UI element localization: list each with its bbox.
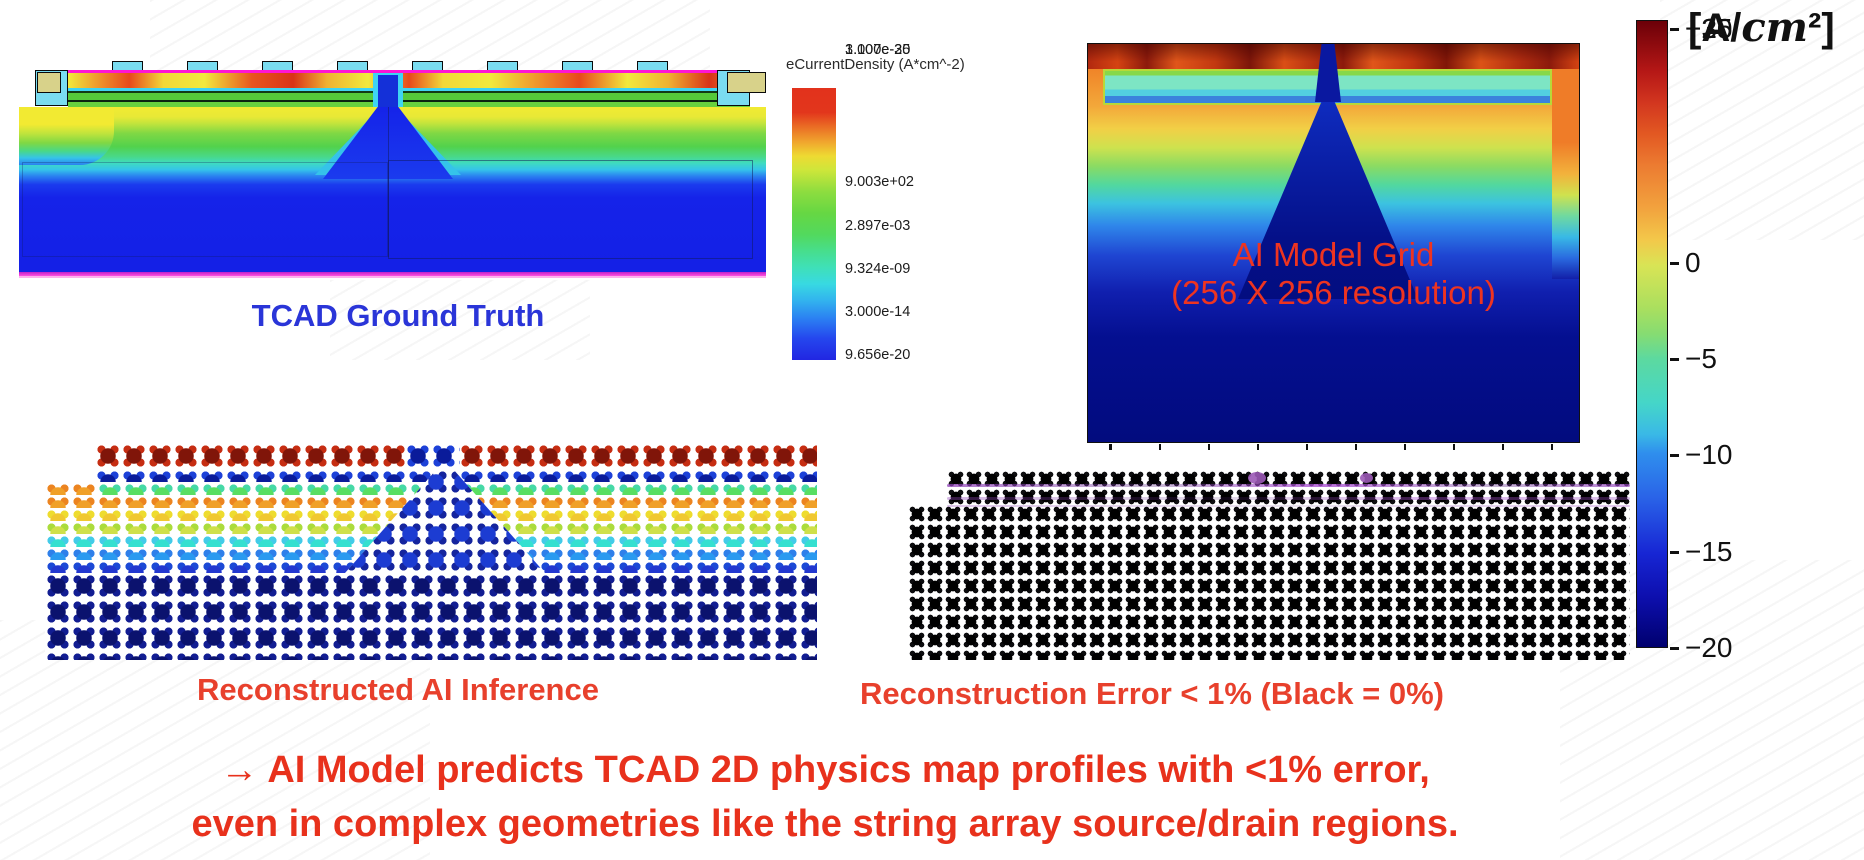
error-blob (1248, 472, 1266, 484)
side-block (37, 72, 61, 93)
legend-tick-label: 9.003e+02 (845, 174, 914, 190)
legend-tick-label: 9.656e-20 (845, 347, 911, 363)
layer (68, 73, 750, 88)
colorbar-tick-label: −5 (1685, 343, 1717, 374)
summary-line-2: even in complex geometries like the stri… (191, 803, 1459, 845)
dot-band-black (947, 470, 1630, 505)
ai-grid-axis-ticks (1088, 444, 1579, 450)
colorbar-tick-label: −15 (1685, 536, 1733, 567)
layer (68, 88, 750, 91)
colorbar-tick-label: −10 (1685, 439, 1733, 470)
dot-band-black-main (908, 505, 1630, 660)
summary-text: → AI Model predicts TCAD 2D physics map … (30, 743, 1620, 851)
ai-grid-label-line2: (256 X 256 resolution) (1171, 274, 1496, 311)
reconstruction-caption: Reconstructed AI Inference (197, 672, 599, 707)
ai-grid-label-line1: AI Model Grid (1232, 236, 1435, 273)
tick-mark (1670, 28, 1679, 31)
layer (1552, 69, 1579, 279)
colorbar-unit-label: [A/cm²] (1688, 4, 1835, 51)
tcad-bulk (19, 107, 766, 272)
summary-line-1: → AI Model predicts TCAD 2D physics map … (220, 749, 1430, 791)
dot-band-navy (45, 573, 817, 660)
tcad-heatmap (0, 0, 780, 285)
layer (68, 70, 750, 73)
legend-tick-label: 3.000e-14 (845, 304, 911, 320)
error-scatter (908, 470, 1630, 660)
colorbar-tick-label: −30 (1685, 13, 1733, 44)
colorbar-tick-label: −20 (1685, 632, 1733, 663)
colorbar-tick-label: −25 (1685, 13, 1733, 44)
error-streak (947, 505, 1630, 507)
reconstruction-scatter (45, 443, 817, 660)
channel-notch-dots (405, 443, 460, 469)
side-block (727, 72, 766, 93)
legend-tick-label: 3.107e-25 (845, 42, 911, 58)
right-colorbar-panel: [A/cm²] 0 −5 −10 −15 −20 −25 −30 (1632, 4, 1862, 674)
legend-title: eCurrentDensity (A*cm^-2) (786, 56, 965, 73)
layer (19, 107, 114, 165)
mesh-line (388, 160, 753, 259)
legend-colorbar-panel: eCurrentDensity (A*cm^-2) 9.003e+02 2.89… (784, 42, 974, 374)
tick-mark (1670, 358, 1679, 361)
legend-colorbar (792, 88, 836, 360)
tcad-caption: TCAD Ground Truth (251, 298, 545, 333)
dot-patch-orange (45, 482, 95, 495)
error-caption: Reconstruction Error < 1% (Black = 0%) (859, 676, 1445, 711)
background-stripes (330, 280, 590, 360)
layer (68, 101, 750, 107)
tcad-layer-stack (68, 70, 750, 107)
error-streak (947, 497, 1630, 500)
layer (68, 91, 750, 93)
background-stripes (0, 620, 430, 860)
tick-mark (1670, 551, 1679, 554)
mesh-line (22, 162, 388, 257)
layer (68, 93, 750, 100)
tick-mark (1670, 262, 1679, 265)
inset-corner (45, 443, 95, 482)
legend-tick-label: 2.897e-03 (845, 218, 911, 234)
tick-mark (1670, 454, 1679, 457)
background-stripes (1660, 0, 1864, 240)
right-colorbar (1636, 20, 1668, 648)
channel-notch (378, 75, 398, 107)
layer (68, 100, 750, 102)
tick-mark (1670, 647, 1679, 650)
legend-tick-label: 1.000e-30 (845, 42, 911, 58)
layer (19, 272, 766, 276)
unit-prefix: [A/ (1688, 6, 1742, 50)
error-blob (1360, 473, 1373, 483)
ai-grid-heatmap: AI Model Grid (256 X 256 resolution) (1087, 43, 1580, 450)
error-streak (947, 484, 1630, 487)
unit-suffix: ²] (1808, 6, 1835, 50)
colorbar-tick-label: 0 (1685, 247, 1701, 278)
ai-grid-label: AI Model Grid (256 X 256 resolution) (1088, 236, 1579, 312)
unit-symbol: cm (1741, 4, 1809, 51)
legend-tick-label: 9.324e-09 (845, 261, 911, 277)
layer (19, 276, 766, 278)
